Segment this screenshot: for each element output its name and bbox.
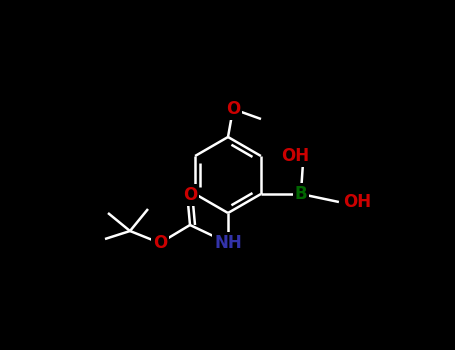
Text: O: O xyxy=(183,186,197,204)
Text: OH: OH xyxy=(281,147,309,165)
Text: NH: NH xyxy=(214,234,242,252)
Text: O: O xyxy=(153,234,167,252)
Text: O: O xyxy=(226,100,240,118)
Text: OH: OH xyxy=(343,193,371,211)
Text: B: B xyxy=(294,185,307,203)
